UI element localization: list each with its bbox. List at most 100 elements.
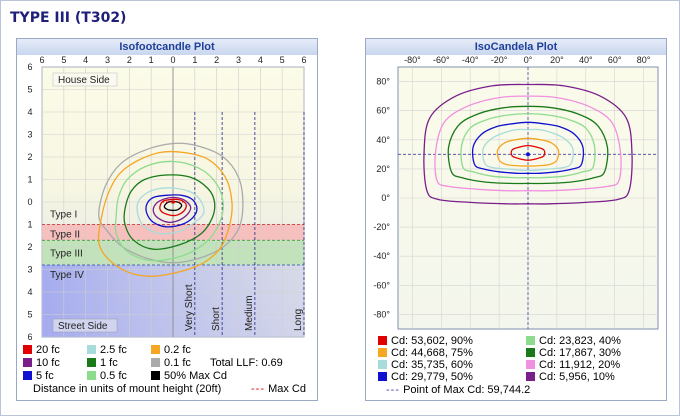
x-tick-label: 80° <box>637 55 651 65</box>
legend-swatch <box>23 345 32 354</box>
legend-item: 50% Max Cd <box>151 370 227 382</box>
y-tick-label: 40° <box>376 135 390 145</box>
x-tick-label: -20° <box>491 55 508 65</box>
x-tick-label: 5 <box>61 55 66 65</box>
legend-label: 50% Max Cd <box>164 370 227 382</box>
x-tick-label: 60° <box>608 55 622 65</box>
total-llf: Total LLF: 0.69 <box>210 357 283 369</box>
max-point-legend: --- Point of Max Cd: 59,744.2 <box>386 384 530 396</box>
distance-label: Very Short <box>184 284 195 331</box>
legend-label: Cd: 17,867, 30% <box>539 347 621 359</box>
distance-note: Distance in units of mount height (20ft) <box>33 383 222 395</box>
x-tick-label: 2 <box>127 55 132 65</box>
contour-line <box>496 137 560 167</box>
type-ii-label: Type II <box>50 230 80 241</box>
house-side-label: House Side <box>58 75 110 86</box>
legend-swatch <box>526 336 535 345</box>
y-tick-label: 80° <box>376 77 390 87</box>
legend-item: Cd: 35,735, 60% <box>378 359 473 371</box>
legend-item: Cd: 29,779, 50% <box>378 371 473 383</box>
distance-label: Long <box>293 309 304 331</box>
isofootcandle-title: Isofootcandle Plot <box>17 39 317 55</box>
contour-line <box>97 150 233 277</box>
legend-item: 1 fc <box>87 357 118 369</box>
y-tick-label: 60° <box>376 106 390 116</box>
y-tick-label: 1 <box>27 220 32 230</box>
legend-label: Cd: 5,956, 10% <box>539 371 615 383</box>
contour-line <box>159 198 187 217</box>
y-tick-label: -40° <box>373 251 390 261</box>
isocandela-title: IsoCandela Plot <box>366 39 666 55</box>
contour-line <box>98 142 244 264</box>
y-tick-label: 0 <box>27 197 32 207</box>
max-cd-point <box>171 200 175 204</box>
legend-item: 0.2 fc <box>151 344 191 356</box>
x-tick-label: 1 <box>192 55 197 65</box>
legend-swatch <box>151 371 160 380</box>
max-point-label: Point of Max Cd: 59,744.2 <box>403 384 531 396</box>
legend-swatch <box>526 360 535 369</box>
y-tick-label: 0° <box>381 193 390 203</box>
house-side-box <box>52 72 118 87</box>
y-tick-label: 1 <box>27 175 32 185</box>
isocandela-panel: IsoCandela Plot -80° -60° -40° -20° 0° 20° 40°… <box>365 38 667 401</box>
x-tick-label: -40° <box>462 55 479 65</box>
type-iii-label: Type III <box>50 249 83 260</box>
contour-line <box>510 144 546 161</box>
legend-item: Cd: 44,668, 75% <box>378 347 473 359</box>
x-tick-label: 4 <box>258 55 263 65</box>
legend-swatch <box>378 348 387 357</box>
legend-item: Cd: 5,956, 10% <box>526 371 615 383</box>
legend-swatch <box>87 345 96 354</box>
legend-label: 20 fc <box>36 344 60 356</box>
x-tick-label: 3 <box>105 55 110 65</box>
y-tick-label: 6 <box>27 62 32 72</box>
legend-item: Cd: 53,602, 90% <box>378 335 473 347</box>
x-tick-label: 40° <box>579 55 593 65</box>
x-tick-label: 0° <box>524 55 533 65</box>
contour-line <box>471 121 585 175</box>
x-tick-label: -80° <box>404 55 421 65</box>
y-tick-label: 2 <box>27 242 32 252</box>
legend-label: Cd: 35,735, 60% <box>391 359 473 371</box>
max-point-dash: --- <box>386 384 400 396</box>
max-cd-legend-label: Max Cd <box>268 383 306 395</box>
x-tick-label: 3 <box>236 55 241 65</box>
type-iv-label: Type IV <box>50 270 84 281</box>
isofootcandle-legend: 20 fc 2.5 fc 0.2 fc 10 fc 1 fc 0.1 fc 5 fc 0.5 … <box>23 344 313 398</box>
max-cd-dash: --- <box>251 383 265 395</box>
y-tick-label: 3 <box>27 265 32 275</box>
contour-line <box>434 95 622 192</box>
contour-line <box>123 174 216 250</box>
legend-swatch <box>378 336 387 345</box>
legend-swatch <box>378 372 387 381</box>
y-tick-label: 3 <box>27 130 32 140</box>
y-tick-label: -80° <box>373 309 390 319</box>
contour-line <box>114 160 224 262</box>
legend-item: 0.5 fc <box>87 370 127 382</box>
legend-label: 0.1 fc <box>164 357 191 369</box>
max-cd-legend: --- Max Cd <box>251 383 306 395</box>
legend-label: Cd: 29,779, 50% <box>391 371 473 383</box>
contour-line <box>145 194 198 228</box>
contour-line <box>136 187 205 235</box>
legend-label: Cd: 11,912, 20% <box>539 359 621 371</box>
legend-label: 0.2 fc <box>164 344 191 356</box>
legend-swatch <box>23 358 32 367</box>
legend-label: Cd: 44,668, 75% <box>391 347 473 359</box>
legend-label: 5 fc <box>36 370 54 382</box>
contour-line <box>152 196 192 223</box>
x-tick-label: 1 <box>149 55 154 65</box>
street-side-box <box>52 318 118 333</box>
y-tick-label: 6 <box>27 332 32 342</box>
y-tick-label: 4 <box>27 107 32 117</box>
legend-label: Cd: 23,823, 40% <box>539 335 621 347</box>
legend-label: 10 fc <box>36 357 60 369</box>
x-tick-label: -60° <box>433 55 450 65</box>
type-i-label: Type I <box>50 209 77 220</box>
legend-item: Cd: 23,823, 40% <box>526 335 621 347</box>
distance-label: Medium <box>244 295 255 331</box>
contour-line <box>460 112 596 179</box>
legend-swatch <box>23 371 32 380</box>
legend-label: 2.5 fc <box>100 344 127 356</box>
